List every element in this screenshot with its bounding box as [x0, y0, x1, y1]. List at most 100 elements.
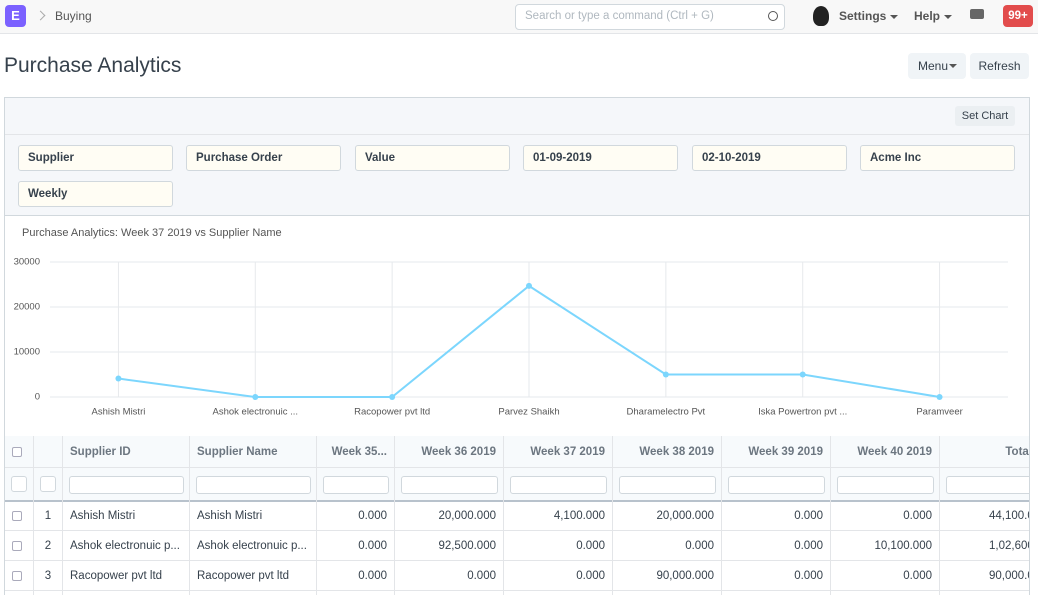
- column-header[interactable]: Total: [1005, 446, 1029, 458]
- column-filter[interactable]: [401, 476, 498, 494]
- table-cell: 90,000.000: [613, 561, 722, 591]
- cell-text: 20,000.000: [656, 510, 714, 522]
- table-cell: 92,500.000: [395, 531, 504, 561]
- column-header[interactable]: Week 39 2019: [748, 446, 823, 458]
- cell-text: Ashish Mistri: [197, 510, 263, 522]
- row-checkbox[interactable]: [12, 511, 22, 521]
- table-cell: 0.000: [722, 501, 831, 531]
- filter-input[interactable]: Supplier: [18, 145, 173, 171]
- table-cell: 4,100.000: [504, 501, 613, 531]
- cell-text: 1: [44, 510, 52, 522]
- table-cell: Ashish Mistri: [63, 501, 190, 531]
- row-checkbox[interactable]: [12, 541, 22, 551]
- table-cell: 20,000.000: [613, 501, 722, 531]
- column-header[interactable]: Supplier Name: [197, 446, 278, 458]
- table-cell: [613, 591, 722, 595]
- column-filter[interactable]: [510, 476, 607, 494]
- data-point: [936, 394, 943, 400]
- cell-text: 0.000: [903, 570, 932, 582]
- caret: [949, 64, 957, 68]
- report-panel: [4, 97, 1030, 595]
- refresh-button[interactable]: Refresh: [970, 53, 1029, 79]
- logo[interactable]: E: [5, 5, 26, 27]
- column-filter[interactable]: [728, 476, 825, 494]
- table-cell: Racopower pvt ltd: [190, 561, 317, 591]
- avatar[interactable]: [813, 6, 829, 26]
- table-cell: [613, 468, 722, 501]
- row-checkbox[interactable]: [12, 571, 22, 581]
- column-filter[interactable]: [69, 476, 184, 494]
- table-cell: [504, 591, 613, 595]
- help[interactable]: Help: [914, 9, 941, 23]
- table-cell: [5, 591, 34, 595]
- cell-text: 0.000: [903, 510, 932, 522]
- table-cell: [831, 468, 940, 501]
- chart: Purchase Analytics: Week 37 2019 vs Supp…: [14, 227, 1008, 418]
- divider: [5, 134, 1029, 135]
- table-cell: Week 35...: [317, 436, 395, 468]
- table-cell: 0.000: [317, 531, 395, 561]
- page-title: Purchase Analytics: [4, 54, 182, 77]
- column-header[interactable]: Week 38 2019: [639, 446, 714, 458]
- table-cell: 0.000: [317, 561, 395, 591]
- filter-input[interactable]: Weekly: [18, 181, 173, 207]
- table-cell: [34, 591, 63, 595]
- table-cell: [63, 468, 190, 501]
- column-header[interactable]: Week 40 2019: [857, 446, 932, 458]
- table-cell: 3: [34, 561, 63, 591]
- table-cell: [940, 591, 1029, 595]
- cell-text: Ashish Mistri: [70, 510, 136, 522]
- table-cell: 0.000: [613, 531, 722, 561]
- chat-icon[interactable]: [970, 9, 984, 19]
- caret: [890, 15, 898, 19]
- table-cell: Supplier Name: [190, 436, 317, 468]
- table-cell: [5, 501, 34, 531]
- search-box[interactable]: Search or type a command (Ctrl + G): [515, 4, 785, 30]
- table-cell: Total: [940, 436, 1029, 468]
- y-tick-label: 20000: [14, 302, 40, 313]
- cell-text: 92,500.000: [438, 540, 496, 552]
- table-cell: Ashish Mistri: [190, 501, 317, 531]
- table-cell: 0.000: [831, 561, 940, 591]
- column-header[interactable]: Week 35...: [331, 446, 387, 458]
- filter-input[interactable]: 01-09-2019: [523, 145, 678, 171]
- x-tick-label: Ashish Mistri: [92, 407, 146, 418]
- data-point: [799, 371, 806, 378]
- filter-input[interactable]: Value: [355, 145, 510, 171]
- column-filter[interactable]: [946, 476, 1029, 494]
- column-header[interactable]: Supplier ID: [70, 446, 131, 458]
- column-header[interactable]: Week 37 2019: [530, 446, 605, 458]
- caret: [944, 15, 952, 19]
- menu-button[interactable]: Menu: [908, 53, 966, 79]
- table-cell: 0.000: [831, 501, 940, 531]
- chart-title: Purchase Analytics: Week 37 2019 vs Supp…: [22, 227, 282, 239]
- table-cell: Week 39 2019: [722, 436, 831, 468]
- menu-label: Menu: [918, 59, 949, 73]
- set-chart-button[interactable]: Set Chart: [955, 106, 1015, 126]
- table-cell: [395, 591, 504, 595]
- cell-text: 0.000: [358, 570, 387, 582]
- breadcrumb[interactable]: Buying: [55, 9, 92, 23]
- checkbox[interactable]: [12, 447, 22, 457]
- column-filter[interactable]: [323, 476, 389, 494]
- column-filter[interactable]: [837, 476, 934, 494]
- table-cell: [5, 468, 34, 501]
- column-header[interactable]: Week 36 2019: [421, 446, 496, 458]
- filter-input[interactable]: 02-10-2019: [692, 145, 847, 171]
- notifications[interactable]: 99+: [1003, 5, 1033, 27]
- column-filter[interactable]: [196, 476, 311, 494]
- table-cell: [34, 468, 63, 501]
- settings[interactable]: Settings: [839, 9, 887, 23]
- column-filter[interactable]: [619, 476, 716, 494]
- table-cell: [395, 468, 504, 501]
- filter-input[interactable]: Acme Inc: [860, 145, 1015, 171]
- table-cell: 90,000.000: [940, 561, 1029, 591]
- x-tick-label: Paramveer: [916, 407, 962, 418]
- table-cell: Week 37 2019: [504, 436, 613, 468]
- filter-input[interactable]: Purchase Order: [186, 145, 341, 171]
- cell-text: 90,000.000: [989, 570, 1029, 582]
- cell-text: 1,02,600.000: [989, 540, 1029, 552]
- filter-checkbox: [11, 476, 27, 492]
- cell-text: 3: [44, 570, 52, 582]
- x-tick-label: Parvez Shaikh: [498, 407, 559, 418]
